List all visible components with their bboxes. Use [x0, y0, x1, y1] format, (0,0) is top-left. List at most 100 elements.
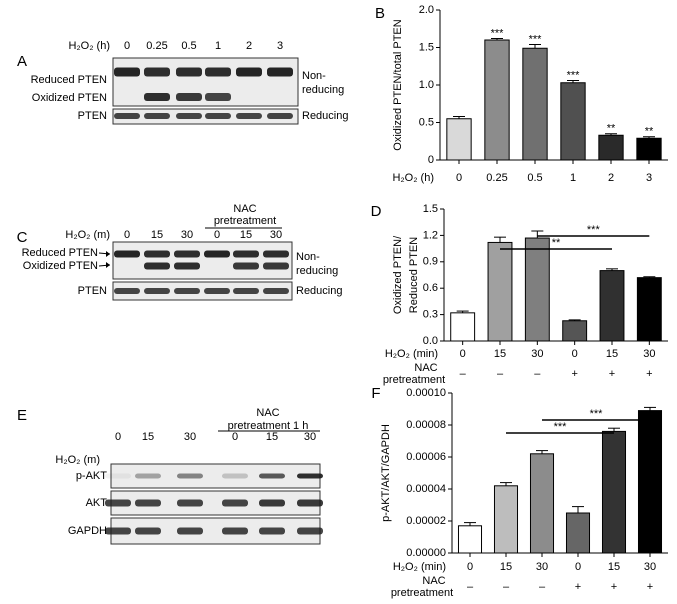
bar — [529, 453, 555, 554]
bar — [484, 39, 510, 161]
lane-label: 30 — [181, 229, 193, 241]
blot-band — [105, 527, 131, 535]
row-label: PTEN — [78, 285, 107, 297]
bar — [601, 430, 627, 554]
blot-band — [144, 288, 170, 294]
lane-label: 0 — [232, 431, 238, 443]
blot-band — [222, 527, 248, 535]
row-arrowhead — [106, 262, 110, 268]
x-tick-label: 15 — [500, 561, 512, 573]
condition-label: reducing — [296, 265, 338, 277]
bar — [450, 312, 476, 342]
row2-tick-label: – — [497, 368, 504, 380]
row2-tick-label: + — [575, 581, 581, 593]
bar — [493, 485, 519, 554]
y-tick-label: 0.3 — [423, 309, 438, 321]
lane-label: 0.25 — [146, 40, 167, 52]
row-label: Oxidized PTEN — [32, 92, 107, 104]
significance: *** — [554, 421, 568, 433]
row2-tick-label: + — [611, 581, 617, 593]
blot-band — [114, 288, 140, 294]
y-axis-label: Oxidized PTEN/ — [392, 235, 404, 314]
y-tick-label: 1.0 — [419, 79, 434, 91]
bar — [522, 47, 548, 161]
row2-label: pretreatment — [383, 374, 445, 386]
y-tick-label: 1.2 — [423, 229, 438, 241]
treatment-label: H₂O₂ (m) — [55, 454, 100, 466]
blot-band — [297, 499, 323, 507]
x-tick-label: 1 — [570, 172, 576, 184]
blot-band — [236, 67, 262, 77]
row-label: Reduced PTEN — [22, 247, 98, 259]
blot-band — [205, 113, 231, 119]
x-tick-label: 0 — [572, 348, 578, 360]
bar — [637, 410, 663, 554]
y-tick-label: 0.00008 — [406, 419, 446, 431]
bar — [560, 82, 586, 161]
y-tick-label: 1.5 — [423, 203, 438, 215]
y-axis-label: Reduced PTEN — [408, 237, 420, 313]
x-tick-label: 0 — [467, 561, 473, 573]
panel-label: B — [375, 5, 385, 22]
condition-label: Non- — [302, 70, 326, 82]
treatment-label: H₂O₂ (m) — [65, 229, 110, 241]
bar — [524, 237, 550, 342]
lane-label: 3 — [277, 40, 283, 52]
blot-band — [144, 93, 170, 101]
row2-tick-label: – — [460, 368, 467, 380]
bar — [636, 137, 662, 161]
condition-label: reducing — [302, 84, 344, 96]
lane-label: 15 — [240, 229, 252, 241]
x-tick-label: 30 — [643, 348, 655, 360]
x-tick-label: 3 — [646, 172, 652, 184]
lane-label: 15 — [151, 229, 163, 241]
group-label: pretreatment — [214, 215, 276, 227]
row2-tick-label: – — [534, 368, 541, 380]
x-tick-label: 0 — [575, 561, 581, 573]
lane-label: 0 — [214, 229, 220, 241]
blot-band — [297, 527, 323, 535]
blot-band — [259, 499, 285, 507]
x-tick-label: 30 — [536, 561, 548, 573]
y-tick-label: 2.0 — [419, 4, 434, 16]
blot-band — [233, 262, 259, 270]
blot-band — [176, 67, 202, 77]
y-tick-label: 0.0 — [423, 335, 438, 347]
blot-strip — [112, 281, 293, 301]
lane-label: 0 — [124, 229, 130, 241]
bar — [636, 277, 662, 342]
y-tick-label: 0.00002 — [406, 515, 446, 527]
blot-band — [105, 473, 131, 479]
lane-label: 0.5 — [181, 40, 196, 52]
x-tick-label: 2 — [608, 172, 614, 184]
bar — [457, 525, 483, 554]
lane-label: 30 — [304, 431, 316, 443]
x-tick-label: 30 — [531, 348, 543, 360]
blot-band — [174, 262, 200, 270]
row2-tick-label: + — [646, 368, 652, 380]
blot-band — [233, 288, 259, 294]
blot-band — [144, 262, 170, 270]
bar — [487, 241, 513, 342]
condition-label: Non- — [296, 251, 320, 263]
blot-band — [174, 288, 200, 294]
significance: *** — [587, 224, 601, 236]
row-label: p-AKT — [76, 470, 107, 482]
blot-band — [204, 250, 230, 258]
bar — [565, 512, 591, 554]
y-tick-label: 0.00004 — [406, 483, 446, 495]
condition-label: Reducing — [302, 110, 348, 122]
blot-band — [177, 499, 203, 507]
blot-band — [135, 473, 161, 479]
blot-band — [263, 262, 289, 270]
x-tick-label: 0 — [456, 172, 462, 184]
row2-label: pretreatment — [391, 587, 453, 599]
significance: *** — [567, 69, 581, 81]
bar — [562, 320, 588, 342]
x-axis-label: H₂O₂ (h) — [392, 172, 434, 184]
group-label: NAC — [256, 407, 279, 419]
blot-band — [205, 93, 231, 101]
x-tick-label: 15 — [608, 561, 620, 573]
blot-band — [205, 67, 231, 77]
x-tick-label: 0 — [460, 348, 466, 360]
